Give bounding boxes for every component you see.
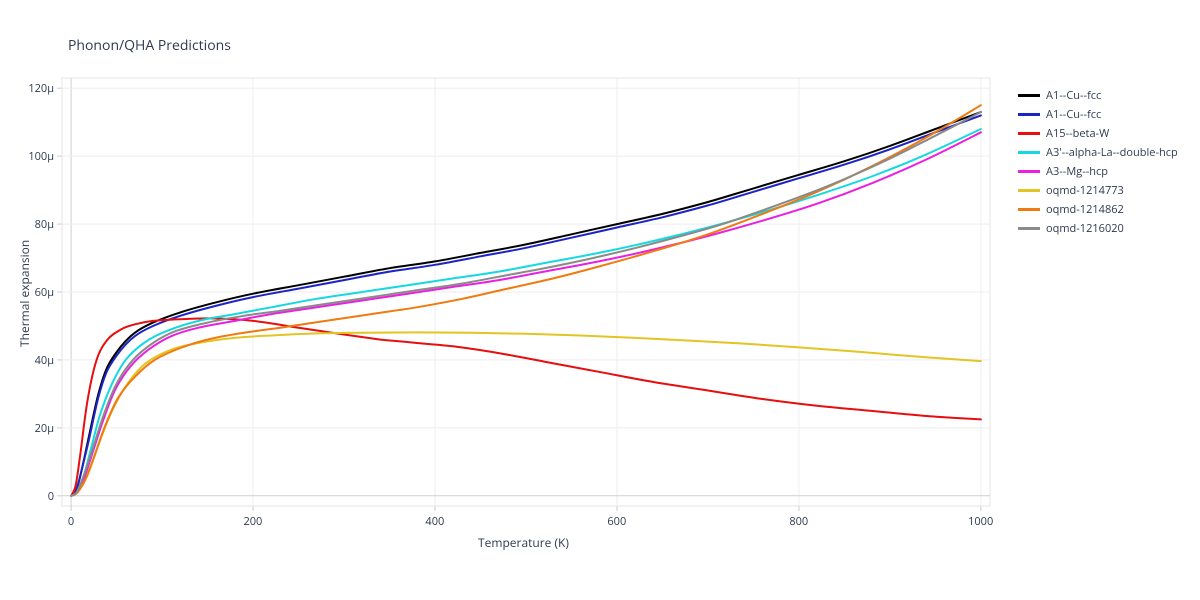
y-tick-label: 40µ xyxy=(35,353,54,368)
legend-item[interactable]: A1--Cu--fcc xyxy=(1018,105,1178,124)
legend-item[interactable]: oqmd-1214773 xyxy=(1018,181,1178,200)
legend-item[interactable]: A1--Cu--fcc xyxy=(1018,86,1178,105)
x-tick-label: 200 xyxy=(243,514,262,529)
legend-swatch xyxy=(1018,227,1040,230)
y-tick-label: 60µ xyxy=(35,285,54,300)
legend-swatch xyxy=(1018,208,1040,211)
legend-label: oqmd-1214773 xyxy=(1046,183,1124,198)
legend-swatch xyxy=(1018,189,1040,192)
x-tick-label: 600 xyxy=(607,514,626,529)
legend-label: A3'--alpha-La--double-hcp xyxy=(1046,145,1178,160)
legend-label: oqmd-1214862 xyxy=(1046,202,1124,217)
legend-label: A1--Cu--fcc xyxy=(1046,107,1101,122)
legend-label: A3--Mg--hcp xyxy=(1046,164,1108,179)
legend-label: A15--beta-W xyxy=(1046,126,1109,141)
x-tick-label: 400 xyxy=(425,514,444,529)
legend-swatch xyxy=(1018,132,1040,135)
legend-item[interactable]: A15--beta-W xyxy=(1018,124,1178,143)
x-tick-label: 1000 xyxy=(968,514,993,529)
series-line xyxy=(71,129,981,496)
y-tick-label: 120µ xyxy=(28,81,54,96)
legend-item[interactable]: oqmd-1214862 xyxy=(1018,200,1178,219)
y-tick-label: 20µ xyxy=(35,421,54,436)
legend-swatch xyxy=(1018,94,1040,97)
legend-swatch xyxy=(1018,170,1040,173)
x-tick-label: 0 xyxy=(68,514,74,529)
y-tick-label: 100µ xyxy=(28,149,54,164)
legend-label: oqmd-1216020 xyxy=(1046,221,1124,236)
series-line xyxy=(71,112,981,496)
legend: A1--Cu--fcc A1--Cu--fcc A15--beta-W A3'--al… xyxy=(1018,86,1178,238)
legend-swatch xyxy=(1018,151,1040,154)
y-tick-label: 0 xyxy=(48,489,54,504)
series-line xyxy=(71,318,981,495)
x-tick-label: 800 xyxy=(789,514,808,529)
chart-container: Phonon/QHA Predictions Thermal expansion… xyxy=(0,0,1200,600)
legend-item[interactable]: oqmd-1216020 xyxy=(1018,219,1178,238)
legend-swatch xyxy=(1018,113,1040,116)
series-line xyxy=(71,115,981,495)
legend-item[interactable]: A3--Mg--hcp xyxy=(1018,162,1178,181)
y-tick-label: 80µ xyxy=(35,217,54,232)
legend-item[interactable]: A3'--alpha-La--double-hcp xyxy=(1018,143,1178,162)
legend-label: A1--Cu--fcc xyxy=(1046,88,1101,103)
series-line xyxy=(71,332,981,495)
